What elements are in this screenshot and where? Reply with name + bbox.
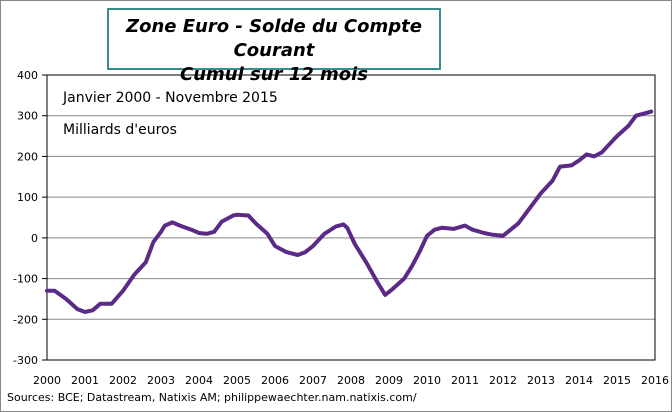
x-tick-label: 2004	[185, 374, 213, 387]
x-tick-label: 2009	[375, 374, 403, 387]
x-tick-label: 2011	[451, 374, 479, 387]
y-tick-label: 0	[31, 232, 38, 245]
source-note: Sources: BCE; Datastream, Natixis AM; ph…	[7, 391, 417, 404]
y-tick-label: -100	[13, 273, 38, 286]
chart-title-box: Zone Euro - Solde du Compte Courant Cumu…	[107, 8, 441, 85]
x-tick-label: 2013	[527, 374, 555, 387]
y-tick-label: 100	[17, 191, 38, 204]
x-tick-label: 2001	[71, 374, 99, 387]
x-tick-label: 2007	[299, 374, 327, 387]
y-tick-label: 400	[17, 69, 38, 82]
x-tick-label: 2015	[603, 374, 631, 387]
x-tick-label: 2003	[147, 374, 175, 387]
y-tick-label: 300	[17, 110, 38, 123]
x-tick-label: 2006	[261, 374, 289, 387]
x-tick-label: 2002	[109, 374, 137, 387]
x-tick-label: 2005	[223, 374, 251, 387]
period-annotation: Janvier 2000 - Novembre 2015	[62, 90, 278, 106]
y-tick-label: -200	[13, 313, 38, 326]
y-tick-label: -300	[13, 354, 38, 367]
series-line	[45, 109, 654, 314]
chart-title: Zone Euro - Solde du Compte Courant	[126, 16, 422, 61]
plot-area	[46, 74, 656, 361]
chart-subtitle: Cumul sur 12 mois	[179, 64, 369, 85]
x-tick-label: 2000	[33, 374, 61, 387]
x-tick-label: 2008	[337, 374, 365, 387]
x-tick-label: 2016	[641, 374, 669, 387]
x-tick-label: 2012	[489, 374, 517, 387]
y-tick-label: 200	[17, 150, 38, 163]
x-tick-label: 2010	[413, 374, 441, 387]
x-tick-label: 2014	[565, 374, 593, 387]
unit-annotation: Milliards d'euros	[63, 122, 177, 138]
